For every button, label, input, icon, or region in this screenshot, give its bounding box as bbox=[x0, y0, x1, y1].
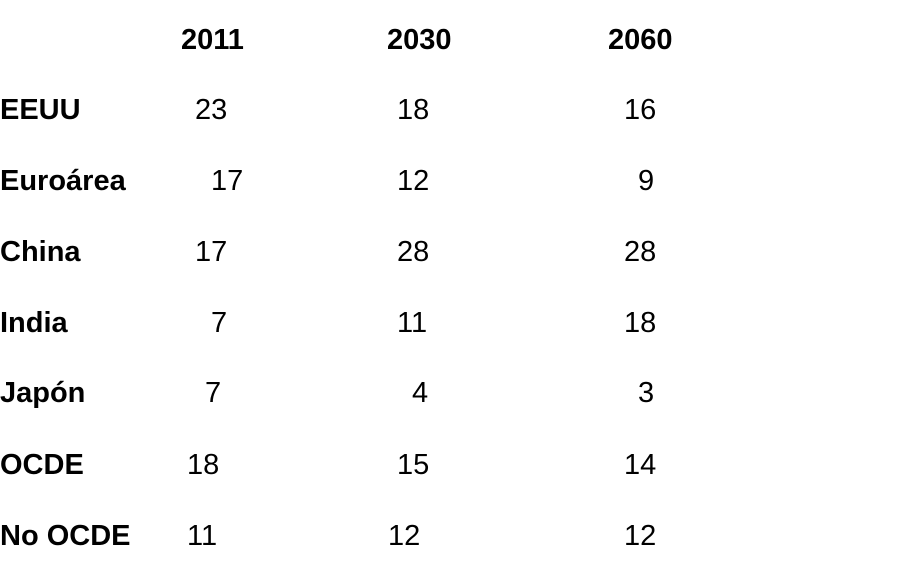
table-cell-india-2030: 11 bbox=[397, 307, 428, 339]
table-cell-india-2011: 7 bbox=[211, 307, 228, 339]
row-label-japon: Japón bbox=[0, 377, 86, 409]
table-cell-china-2060: 28 bbox=[624, 236, 657, 268]
column-header-2060: 2060 bbox=[608, 24, 673, 56]
table-cell-japon-2030: 4 bbox=[412, 377, 429, 409]
table-cell-ocde-2011: 18 bbox=[187, 449, 220, 481]
row-label-euroarea: Euroárea bbox=[0, 165, 126, 197]
table-cell-japon-2060: 3 bbox=[638, 377, 655, 409]
row-label-india: India bbox=[0, 307, 68, 339]
table-cell-eeuu-2011: 23 bbox=[195, 94, 228, 126]
table-cell-ocde-2030: 15 bbox=[397, 449, 430, 481]
row-label-ocde: OCDE bbox=[0, 449, 84, 481]
row-label-no-ocde: No OCDE bbox=[0, 520, 131, 552]
table-cell-eeuu-2060: 16 bbox=[624, 94, 657, 126]
table-cell-eeuu-2030: 18 bbox=[397, 94, 430, 126]
row-label-eeuu: EEUU bbox=[0, 94, 81, 126]
table-cell-euroarea-2060: 9 bbox=[638, 165, 655, 197]
table-cell-euroarea-2011: 17 bbox=[211, 165, 244, 197]
table-cell-japon-2011: 7 bbox=[205, 377, 222, 409]
column-header-2011: 2011 bbox=[181, 24, 244, 56]
table-cell-china-2011: 17 bbox=[195, 236, 228, 268]
table-cell-no-ocde-2011: 11 bbox=[187, 520, 218, 552]
column-header-2030: 2030 bbox=[387, 24, 452, 56]
table-cell-no-ocde-2030: 12 bbox=[388, 520, 421, 552]
table-cell-no-ocde-2060: 12 bbox=[624, 520, 657, 552]
table-cell-china-2030: 28 bbox=[397, 236, 430, 268]
row-label-china: China bbox=[0, 236, 81, 268]
table-cell-india-2060: 18 bbox=[624, 307, 657, 339]
table-cell-ocde-2060: 14 bbox=[624, 449, 657, 481]
table-cell-euroarea-2030: 12 bbox=[397, 165, 430, 197]
